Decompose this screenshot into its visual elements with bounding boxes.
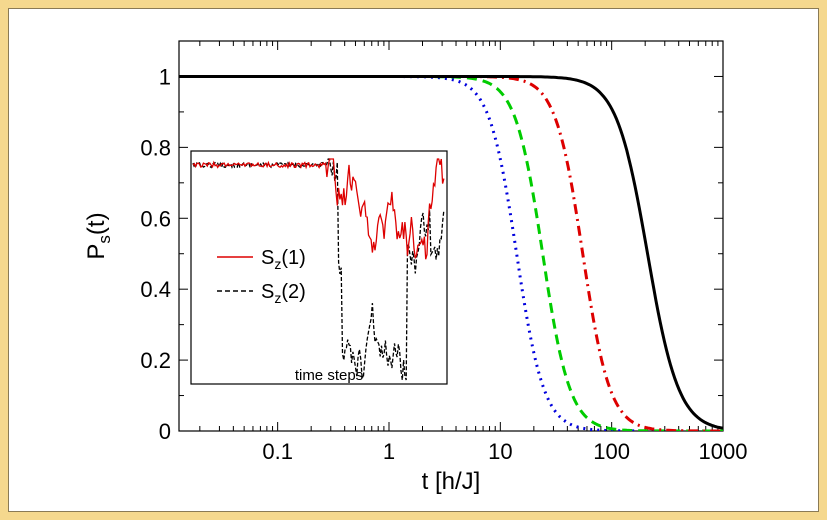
inset-trace-2 (192, 158, 445, 381)
y-tick-label: 0.2 (140, 348, 171, 373)
plot-frame (178, 40, 724, 432)
inset-x-label: time steps (295, 367, 363, 384)
legend-label-1: Sz(1) (261, 247, 306, 272)
y-tick-label: 0.4 (140, 277, 171, 302)
inset-legend-box (205, 239, 321, 307)
y-tick-label: 0 (159, 419, 171, 444)
x-axis-label: t [h/J] (422, 468, 481, 495)
y-axis-label: Ps(t) (83, 212, 114, 259)
x-tick-label: 1 (383, 439, 395, 464)
legend-label-2: Sz(2) (261, 281, 306, 306)
x-tick-label: 0.1 (262, 439, 293, 464)
y-tick-label: 0.6 (140, 206, 171, 231)
series-line-1 (179, 75, 723, 431)
figure-panel: 0.1 1 10 100 1000 0 0.2 0.4 0.6 0.8 1 t [h/J] Ps(t) … (8, 8, 819, 512)
main-plot: 0.1 1 10 100 1000 0 0.2 0.4 0.6 0.8 1 t [h/J] Ps(t) (83, 40, 748, 495)
series-line-4 (179, 75, 723, 430)
x-tick-label: 1000 (699, 439, 748, 464)
inset-trace-1 (192, 158, 445, 260)
y-tick-label: 0.8 (140, 135, 171, 160)
x-tick-label: 100 (593, 439, 630, 464)
inset-plot: time steps Sz(1) Sz(2) (190, 150, 448, 385)
y-tick-label: 1 (159, 64, 171, 89)
x-tick-label: 10 (488, 439, 512, 464)
